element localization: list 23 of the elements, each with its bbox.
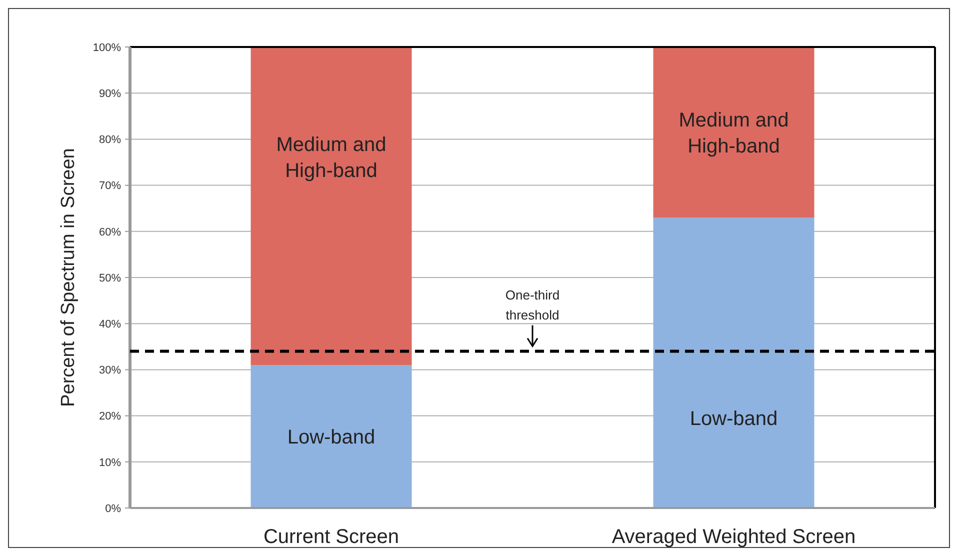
series-label: Low-band (287, 426, 376, 449)
y-tick-label: 20% (98, 410, 122, 423)
y-axis-title: Percent of Spectrum in Screen (58, 148, 79, 407)
bar (653, 47, 814, 218)
series-label: Medium and High-band (276, 134, 386, 182)
ref-line-label: One-third threshold (505, 287, 560, 322)
y-tick-label: 40% (98, 318, 122, 330)
y-tick-label: 10% (98, 456, 122, 469)
bar (250, 365, 412, 508)
y-tick-label: 80% (98, 134, 122, 146)
bar (653, 218, 814, 508)
y-tick-label: 100% (92, 42, 122, 54)
y-tick-label: 50% (98, 272, 122, 284)
y-tick-label: 90% (98, 88, 122, 100)
text: Medium and High-band (678, 109, 789, 158)
y-tick-label: 0% (105, 502, 122, 515)
x-tick-label: Averaged Weighted Screen (612, 526, 856, 548)
y-tick-label: 70% (98, 180, 122, 192)
y-tick-label: 60% (98, 226, 122, 238)
text: Low-band (690, 408, 778, 430)
x-tick-label: Current Screen (263, 526, 400, 548)
bar (250, 47, 412, 366)
y-tick-label: 30% (98, 364, 122, 377)
